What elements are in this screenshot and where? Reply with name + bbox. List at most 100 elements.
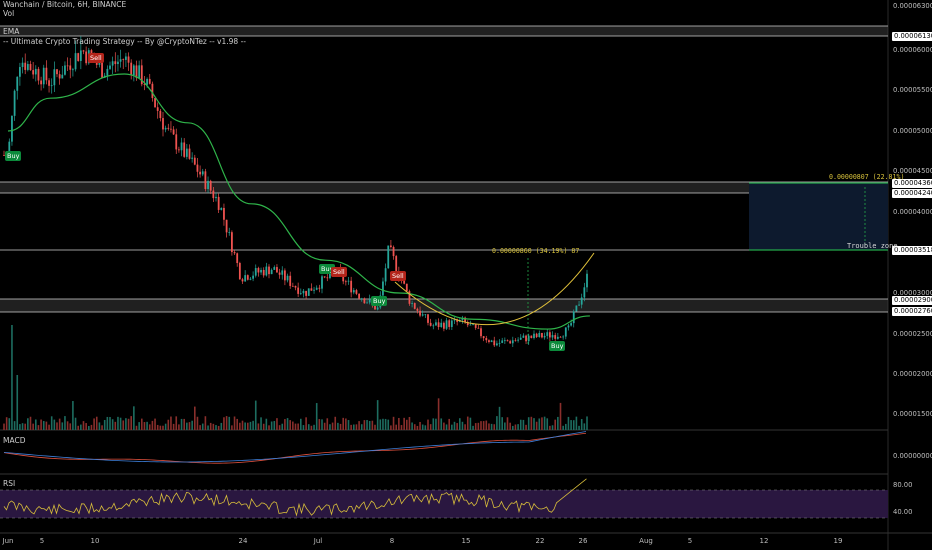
volume-bar [429,424,432,430]
volume-bar [305,417,307,430]
candle-body [485,338,488,341]
candle-body [122,59,125,60]
volume-bar [541,417,543,430]
candle-body [583,287,586,298]
volume-bar [406,419,408,430]
candle-body [193,157,196,165]
candle-body [61,74,64,79]
candle-body [170,128,172,130]
sell-signal[interactable]: Sell [88,53,104,63]
candle-body [209,180,212,191]
volume-bar [244,422,246,430]
volume-bar [360,424,363,430]
buy-signal[interactable]: Buy [549,341,566,351]
candle-body [556,336,559,339]
candle-body [368,299,371,303]
candle-body [201,171,204,175]
volume-bar [435,418,437,430]
volume-bar [451,424,453,430]
candle-body [85,51,88,64]
candle-body [199,171,201,175]
candle-body [127,56,130,63]
price-label: 0.00001500 [893,410,932,418]
volume-bar [289,420,291,430]
candle-body [13,90,16,116]
volume-bar [421,424,424,430]
volume-bar [318,419,321,430]
volume-bar [95,416,98,430]
volume-bar [217,425,220,430]
chart-title: Wanchain / Bitcoin, 6H, BINANCE [3,0,127,9]
candle-body [498,342,501,344]
candle-body [223,207,225,220]
volume-bar [538,418,541,430]
buy-signal[interactable]: Buy [371,296,388,306]
candle-body [302,290,305,294]
volume-bar [453,421,456,430]
candle-body [72,69,74,71]
volume-bar [175,416,178,430]
candle-body [413,303,416,309]
candle-body [265,266,268,276]
candle-body [244,275,247,282]
candle-body [26,64,29,70]
volume-bar [565,423,567,430]
candle-body [95,61,98,65]
volume-bar [201,423,204,430]
volume-bar [509,422,511,430]
candle-body [220,207,223,210]
candle-body [408,291,411,304]
candle-body [77,53,80,61]
candle-body [289,275,292,286]
volume-bar [231,425,233,430]
volume-bar [559,402,562,430]
volume-bar [42,421,45,430]
volume-bar [480,421,482,430]
candle-body [496,343,498,346]
candle-body [313,289,315,291]
volume-bar [294,423,297,430]
volume-bar [164,423,167,430]
rsi-axis-label: 40.00 [893,508,913,516]
candle-body [119,59,122,62]
candle-body [262,269,265,276]
volume-bar [448,418,450,430]
sell-signal[interactable]: Sell [331,267,347,277]
volume-bar [262,423,265,430]
volume-bar [466,416,469,430]
volume-bar [358,421,360,430]
candle-body [294,285,297,288]
candle-body [482,336,485,339]
buy-signal[interactable]: Buy [319,264,336,274]
volume-bar [204,416,207,430]
rsi-line [3,478,587,517]
candle-body [273,267,276,270]
volume-bar [167,419,170,430]
candle-body [514,340,517,342]
candle-body [549,332,551,338]
volume-bar [194,406,196,430]
candle-body [299,293,302,295]
volume-bar [122,420,125,430]
volume-bar [310,425,313,430]
candle-body [154,98,156,108]
volume-bar [292,421,294,430]
candle-body [146,78,148,85]
candle-body [207,180,209,190]
volume-bar [225,416,228,430]
volume-bar [212,423,215,430]
volume-bar [24,423,26,430]
volume-bar [445,424,448,430]
buy-signal[interactable]: Buy [5,151,22,161]
volume-bar [180,418,183,430]
volume-bar [459,418,461,430]
volume-bar [215,425,217,430]
volume-bar [74,417,77,430]
volume-bar [440,418,443,430]
candle-body [570,323,572,326]
candle-body [448,320,451,327]
candle-body [419,310,421,316]
sell-signal[interactable]: Sell [390,271,406,281]
volume-bar [331,422,334,430]
